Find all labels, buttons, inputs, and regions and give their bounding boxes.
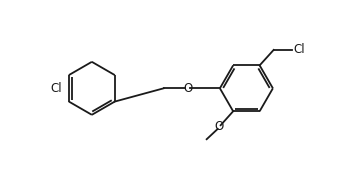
Text: Cl: Cl bbox=[294, 43, 305, 56]
Text: O: O bbox=[183, 82, 192, 95]
Text: O: O bbox=[214, 120, 224, 133]
Text: Cl: Cl bbox=[51, 82, 62, 95]
